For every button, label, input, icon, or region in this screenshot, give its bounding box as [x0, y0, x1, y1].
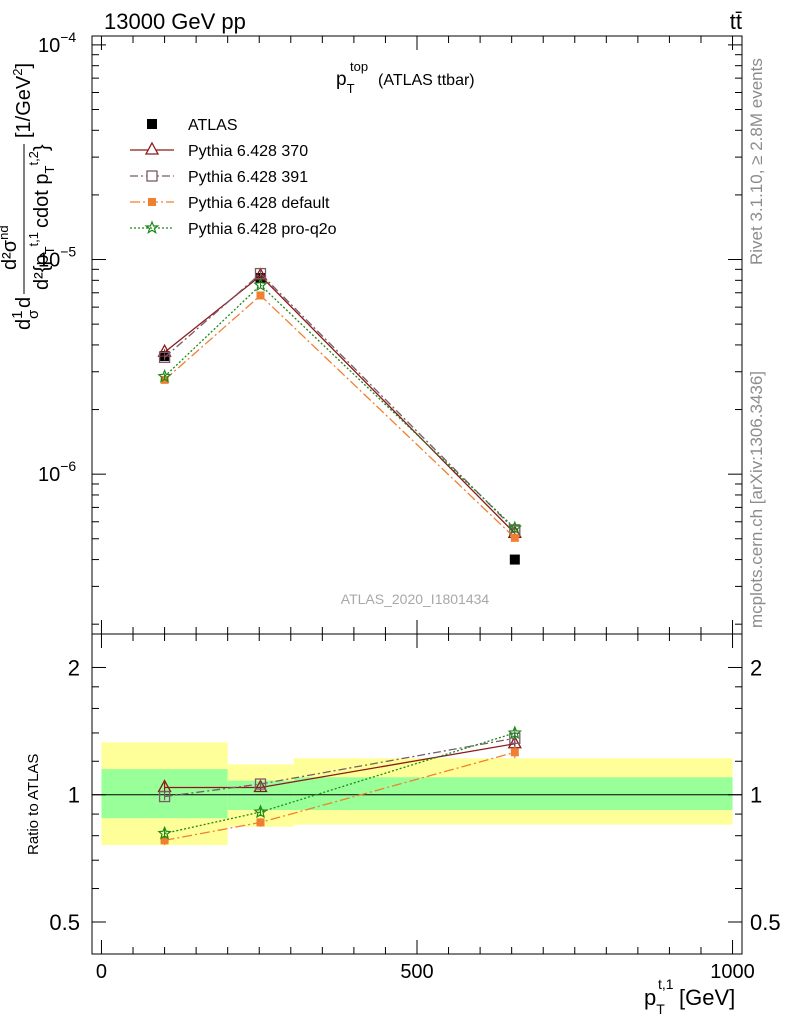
main-line-py391 [164, 272, 516, 531]
main-plot-panel: 10−410−510−6 pTtop(ATLAS ttbar) ATLAS_20… [0, 29, 743, 635]
ylabel-frac-top: d²σ [0, 239, 21, 270]
plot-title-main: p [336, 69, 347, 90]
main-line-py370 [164, 274, 516, 534]
main-series-group [157, 267, 522, 565]
main-y-tick-exp: −4 [60, 29, 76, 45]
plot-title-sub: T [347, 81, 355, 96]
ratio-point-pyq2o [507, 725, 522, 740]
ylabel-frac-bot-sub2: T [42, 166, 57, 174]
ratio-point-pydefault [160, 836, 169, 845]
ratio-y-tick-label-right: 1 [750, 783, 762, 808]
legend-marker-pydefault [148, 198, 156, 206]
ratio-y-tick-label-left: 2 [68, 655, 80, 680]
main-y-tick-exp: −5 [60, 244, 76, 260]
main-y-tick-label: 10−5 [38, 244, 76, 272]
ratio-plot-panel: 0.5 0.5 1 1 2 2 0 500 1000 Ratio to ATLAS pTt,1 [… [25, 633, 781, 1017]
legend-item-atlas: ATLAS [147, 117, 238, 134]
legend: ATLAS Pythia 6.428 370 Pythia 6.428 391 … [130, 117, 337, 238]
plot-title-sup: top [350, 59, 368, 74]
legend-marker-py391 [146, 170, 158, 182]
ratio-point-pydefault [256, 818, 265, 827]
x-axis-label: pTt,1 [GeV] [644, 976, 735, 1017]
analysis-watermark: ATLAS_2020_I1801434 [341, 591, 490, 607]
ylabel-sigma: σ [25, 309, 42, 319]
main-y-tick-label: 10−6 [38, 458, 76, 486]
main-y-tick-base: 10 [38, 464, 60, 486]
xlabel-sup: t,1 [658, 976, 674, 992]
ylabel-frac-bot-mid: cdot p [31, 174, 53, 228]
ratio-point-pyq2o [253, 804, 268, 819]
ratio-uncertainty-bands [101, 742, 733, 846]
process-label: tt̄ [730, 9, 742, 34]
rivet-version-label: Rivet 3.1.10, ≥ 2.8M events [747, 58, 766, 265]
ylabel-frac-bot-sup2: t,2 [26, 151, 41, 165]
svg-text:d²σnd: d²σnd [0, 225, 21, 270]
ratio-point-py391 [254, 778, 267, 790]
legend-label-atlas: ATLAS [188, 117, 238, 134]
ylabel-frac-bot-sup1: t,1 [26, 232, 41, 246]
legend-item-py370: Pythia 6.428 370 [130, 141, 308, 160]
ratio-axis-ticks: 0.5 0.5 1 1 2 2 0 500 1000 [49, 634, 781, 983]
svg-text:d²{pTt,1cdot pTt,2}: d²{pTt,1cdot pTt,2} [26, 144, 57, 290]
ylabel-frac-bot: d²{p [31, 254, 53, 290]
ratio-series-group [157, 725, 522, 846]
main-line-pyq2o [164, 284, 516, 529]
energy-label: 13000 GeV pp [104, 9, 246, 34]
mcplots-label: mcplots.cern.ch [arXiv:1306.3436] [747, 371, 766, 628]
ratio-band-inner [293, 777, 733, 811]
legend-item-pyq2o: Pythia 6.428 pro-q2o [130, 220, 337, 238]
ratio-point-py370 [253, 779, 268, 793]
main-line-pydefault [164, 294, 516, 539]
ylabel-frac-bot-end: } [31, 144, 53, 151]
ylabel-frac-bot-sub1: T [42, 246, 57, 254]
ylabel-unit-end: ] [13, 63, 35, 69]
legend-label-py370: Pythia 6.428 370 [188, 143, 308, 160]
ratio-point-py391 [158, 790, 171, 803]
plot-title: pTtop (ATLAS ttbar) [336, 59, 475, 96]
main-y-tick-base: 10 [38, 35, 60, 57]
legend-label-pyq2o: Pythia 6.428 pro-q2o [188, 221, 337, 238]
legend-item-py391: Pythia 6.428 391 [130, 169, 308, 186]
legend-marker-pyq2o [144, 220, 160, 235]
main-axis-ticks: 10−410−510−6 [38, 29, 742, 634]
main-y-axis-label: d1σd d²σnd d²{pTt,1cdot pTt,2} [1/GeV2] [0, 63, 57, 330]
main-y-tick-label: 10−4 [38, 29, 76, 57]
ratio-y-tick-label-right: 0.5 [750, 910, 781, 935]
legend-label-py391: Pythia 6.428 391 [188, 169, 308, 186]
xlabel-sub: T [656, 1001, 665, 1017]
legend-item-pydefault: Pythia 6.428 default [130, 195, 330, 212]
xlabel-main: p [644, 985, 656, 1010]
ratio-line-pyq2o [164, 732, 516, 835]
ylabel-one-over: 1 [9, 311, 26, 319]
legend-marker-atlas [147, 119, 157, 129]
xlabel-unit: [GeV] [679, 985, 735, 1010]
ratio-y-tick-label-right: 2 [750, 655, 762, 680]
plot-title-rest: (ATLAS ttbar) [378, 72, 475, 89]
svg-text:d1σd: d1σd [9, 297, 42, 330]
ylabel-d: d [13, 297, 35, 308]
ylabel-prefix: d [13, 319, 35, 330]
ylabel-unit: [1/GeV [13, 75, 35, 138]
main-y-tick-base: 10 [38, 250, 60, 272]
ratio-y-tick-label-left: 1 [68, 783, 80, 808]
x-tick-label: 500 [400, 961, 433, 983]
legend-label-pydefault: Pythia 6.428 default [188, 195, 330, 212]
main-point-py391 [158, 351, 171, 364]
ylabel-frac-top-sup: nd [0, 225, 11, 239]
x-tick-label: 1000 [710, 961, 755, 983]
legend-marker-py370 [144, 141, 160, 155]
main-y-tick-exp: −6 [60, 458, 76, 474]
svg-text:[1/GeV2]: [1/GeV2] [10, 63, 35, 138]
ratio-point-pydefault [510, 748, 519, 757]
ratio-y-tick-label-left: 0.5 [49, 910, 80, 935]
ylabel-unit-sup: 2 [10, 69, 25, 76]
ratio-point-pyq2o [157, 825, 172, 840]
ratio-y-axis-label: Ratio to ATLAS [25, 754, 42, 855]
x-tick-label: 0 [96, 961, 107, 983]
